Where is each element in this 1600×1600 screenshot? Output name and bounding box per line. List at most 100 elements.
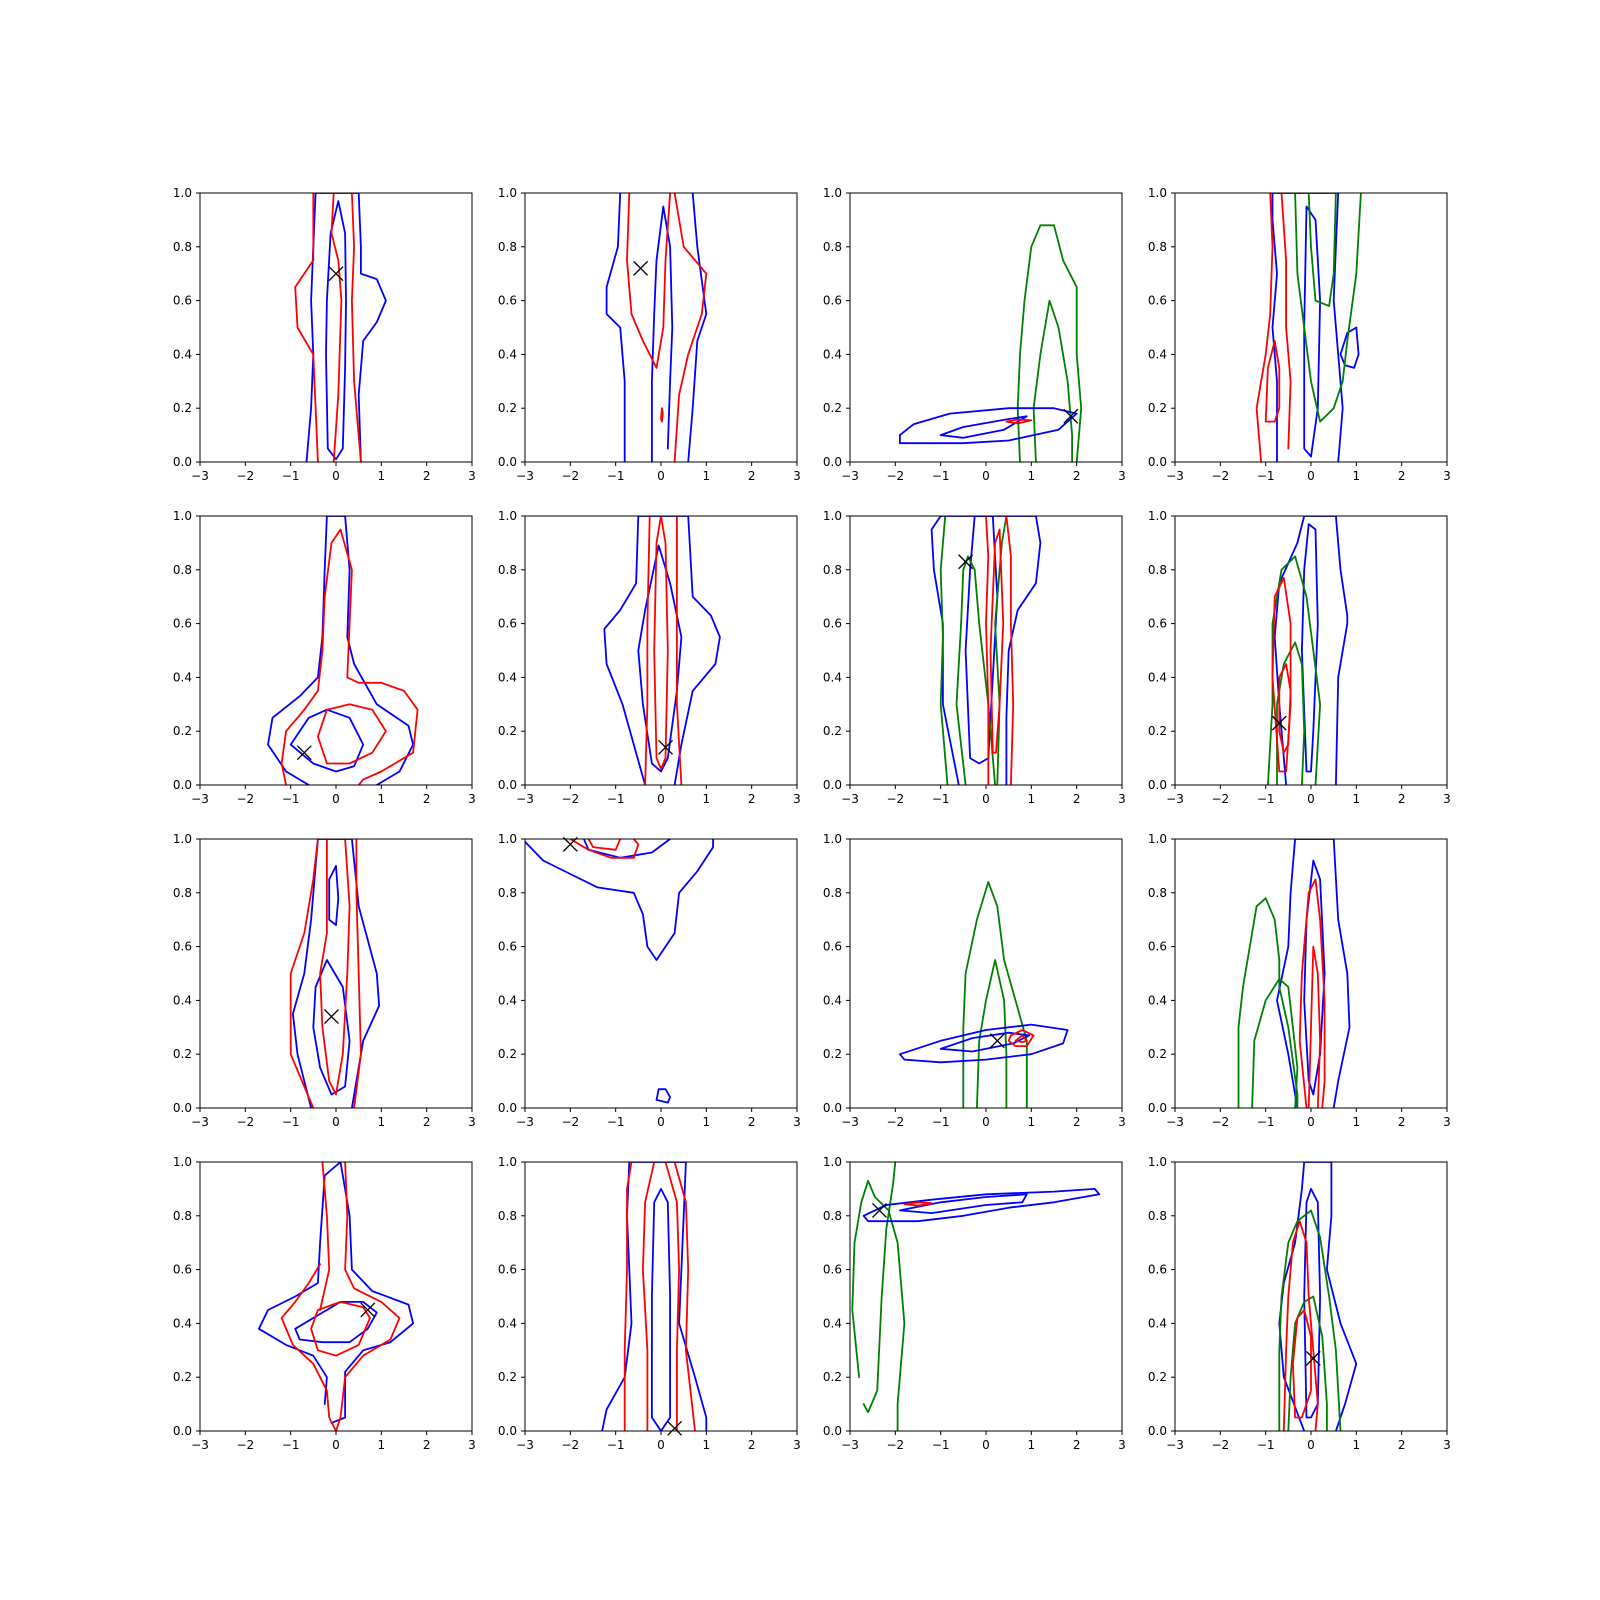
x-tick-label: 2	[423, 1438, 431, 1452]
x-tick-label: −1	[932, 469, 950, 483]
x-tick-label: 2	[1073, 1438, 1081, 1452]
x-tick-label: −1	[282, 1438, 300, 1452]
y-tick-label: 0.6	[173, 1263, 192, 1277]
x-tick-label: −2	[236, 1438, 254, 1452]
x-tick-label: 0	[657, 1438, 665, 1452]
red-contour-line	[642, 1162, 656, 1431]
x-tick-label: −2	[236, 1115, 254, 1129]
subplot-r3-c2: −3 −2 −1 0 1 2 3 0.0 0.2 0.4 0.6 0.8 1.0	[823, 1155, 1126, 1452]
blue-contour-line	[899, 407, 1078, 445]
blue-contour-line	[862, 1188, 1101, 1223]
x-marker	[1271, 715, 1287, 731]
y-tick-label: 1.0	[823, 509, 842, 523]
y-tick-label: 1.0	[1148, 186, 1167, 200]
x-tick-label: 0	[657, 792, 665, 806]
x-tick-label: −1	[282, 792, 300, 806]
x-tick-label: 2	[1073, 469, 1081, 483]
x-tick-label: −3	[1166, 469, 1184, 483]
contour-group	[1237, 839, 1351, 1108]
y-tick-label: 0.4	[498, 993, 517, 1007]
y-tick-label: 0.8	[498, 240, 517, 254]
x-tick-label: −2	[561, 469, 579, 483]
contour-group	[601, 1162, 708, 1431]
y-tick-label: 0.0	[498, 1424, 517, 1438]
y-tick-label: 0.0	[173, 1424, 192, 1438]
red-contour-line	[1255, 193, 1292, 462]
y-tick-label: 0.2	[173, 401, 192, 415]
subplot-r0-c0: −3 −2 −1 0 1 2 3 0.0 0.2 0.4 0.6 0.8 1.0	[173, 186, 476, 483]
contour-group	[525, 839, 714, 1104]
y-tick-label: 0.2	[1148, 724, 1167, 738]
x-tick-label: −1	[282, 1115, 300, 1129]
y-tick-label: 0.0	[173, 778, 192, 792]
y-tick-label: 0.0	[823, 778, 842, 792]
y-tick-label: 0.4	[823, 670, 842, 684]
y-tick-label: 0.2	[173, 1047, 192, 1061]
red-contour-line	[1292, 1309, 1312, 1419]
blue-contour-line	[655, 1088, 671, 1104]
x-tick-label: 2	[1073, 1115, 1081, 1129]
contour-group	[294, 193, 387, 462]
red-contour-line	[989, 528, 1005, 754]
subplot-r1-c3: −3 −2 −1 0 1 2 3 0.0 0.2 0.4 0.6 0.8 1.0	[1148, 509, 1451, 806]
x-tick-label: 3	[1443, 1115, 1451, 1129]
x-tick-label: 0	[982, 1115, 990, 1129]
green-contour-line	[1278, 1209, 1342, 1431]
blue-contour-line	[1303, 205, 1321, 458]
blue-contour-line	[1271, 193, 1344, 462]
blue-contour-line	[603, 516, 721, 785]
red-contour-line	[673, 193, 708, 462]
y-tick-label: 0.0	[1148, 455, 1167, 469]
x-tick-label: 3	[1443, 469, 1451, 483]
y-tick-label: 1.0	[1148, 832, 1167, 846]
red-contour-line	[660, 407, 664, 423]
x-tick-label: −3	[841, 792, 859, 806]
x-marker	[633, 260, 649, 276]
x-tick-label: 1	[1353, 792, 1361, 806]
y-tick-label: 0.2	[823, 401, 842, 415]
x-tick-label: 2	[748, 1438, 756, 1452]
contour-group	[899, 224, 1083, 462]
red-contour-line	[280, 528, 419, 785]
y-tick-label: 1.0	[498, 832, 517, 846]
x-marker	[872, 1202, 887, 1218]
red-contour-line	[985, 516, 990, 785]
blue-contour-line	[605, 193, 626, 462]
x-tick-label: 3	[793, 469, 801, 483]
x-tick-label: 0	[982, 469, 990, 483]
x-tick-label: 3	[793, 1438, 801, 1452]
x-tick-label: 2	[423, 1115, 431, 1129]
y-tick-label: 0.4	[498, 347, 517, 361]
red-contour-line	[1005, 516, 1015, 785]
y-tick-label: 0.8	[1148, 886, 1167, 900]
subplot-r1-c2: −3 −2 −1 0 1 2 3 0.0 0.2 0.4 0.6 0.8 1.0	[823, 509, 1126, 806]
contour-group	[899, 881, 1069, 1108]
x-tick-label: 3	[1443, 792, 1451, 806]
y-tick-label: 0.2	[498, 1370, 517, 1384]
y-tick-label: 0.4	[173, 1316, 192, 1330]
subplot-r2-c0: −3 −2 −1 0 1 2 3 0.0 0.2 0.4 0.6 0.8 1.0	[173, 832, 476, 1129]
subplot-r3-c1: −3 −2 −1 0 1 2 3 0.0 0.2 0.4 0.6 0.8 1.0	[498, 1155, 801, 1452]
red-contour-line	[569, 839, 640, 859]
y-tick-label: 0.8	[173, 240, 192, 254]
y-tick-label: 0.8	[823, 1209, 842, 1223]
red-contour-line	[1298, 878, 1326, 1108]
y-tick-label: 0.0	[1148, 1101, 1167, 1115]
y-tick-label: 0.2	[823, 724, 842, 738]
x-marker	[1305, 1350, 1321, 1366]
y-tick-label: 0.8	[823, 886, 842, 900]
x-tick-label: 0	[332, 1115, 340, 1129]
y-tick-label: 0.4	[823, 1316, 842, 1330]
y-tick-label: 0.6	[498, 617, 517, 631]
y-tick-label: 0.8	[173, 886, 192, 900]
x-tick-label: −1	[932, 1115, 950, 1129]
x-marker	[667, 1420, 683, 1436]
green-contour-line	[1307, 193, 1337, 307]
green-contour-line	[1294, 193, 1362, 423]
contour-group	[1267, 516, 1349, 785]
y-tick-label: 0.8	[173, 1209, 192, 1223]
y-tick-label: 0.6	[498, 940, 517, 954]
red-contour-line	[330, 193, 362, 462]
x-tick-label: 0	[657, 1115, 665, 1129]
y-tick-label: 0.8	[823, 240, 842, 254]
